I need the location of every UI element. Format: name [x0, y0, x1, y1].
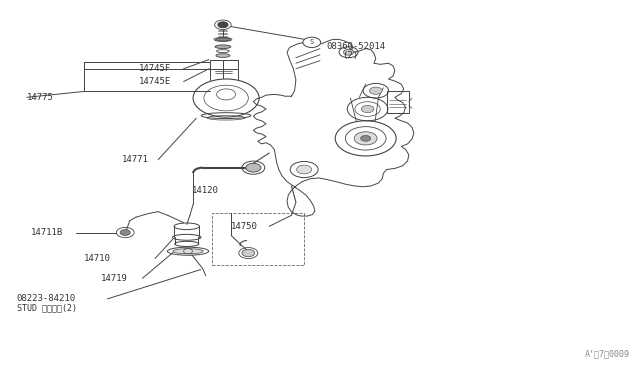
Text: 14750: 14750 — [231, 222, 258, 231]
Text: 14745F: 14745F — [139, 64, 172, 73]
Text: 14745E: 14745E — [139, 77, 172, 86]
Circle shape — [369, 87, 382, 94]
Ellipse shape — [173, 248, 204, 254]
Ellipse shape — [215, 45, 231, 49]
Text: 14771: 14771 — [122, 155, 149, 164]
Circle shape — [296, 165, 312, 174]
Circle shape — [360, 135, 371, 141]
Text: 14719: 14719 — [101, 274, 128, 283]
Text: STUD スタッド(2): STUD スタッド(2) — [17, 303, 77, 312]
Text: A’で7と0009: A’で7と0009 — [584, 349, 630, 358]
Circle shape — [246, 163, 261, 172]
Circle shape — [355, 132, 377, 145]
Circle shape — [218, 22, 228, 28]
Text: 08223-84210: 08223-84210 — [17, 294, 76, 303]
Circle shape — [120, 230, 131, 235]
Text: S: S — [310, 39, 314, 45]
Circle shape — [361, 105, 374, 113]
Text: 14120: 14120 — [192, 186, 219, 195]
Text: 14775: 14775 — [27, 93, 54, 102]
Circle shape — [303, 37, 321, 48]
Text: 14710: 14710 — [84, 254, 111, 263]
Text: 08360-52014: 08360-52014 — [326, 42, 385, 51]
Bar — [212, 214, 304, 265]
Circle shape — [344, 49, 354, 55]
Ellipse shape — [214, 38, 232, 41]
Bar — [387, 91, 409, 113]
Text: 14711B: 14711B — [31, 228, 63, 237]
Ellipse shape — [216, 54, 230, 57]
Ellipse shape — [216, 38, 230, 41]
Circle shape — [242, 249, 255, 257]
Text: (2): (2) — [342, 51, 358, 60]
